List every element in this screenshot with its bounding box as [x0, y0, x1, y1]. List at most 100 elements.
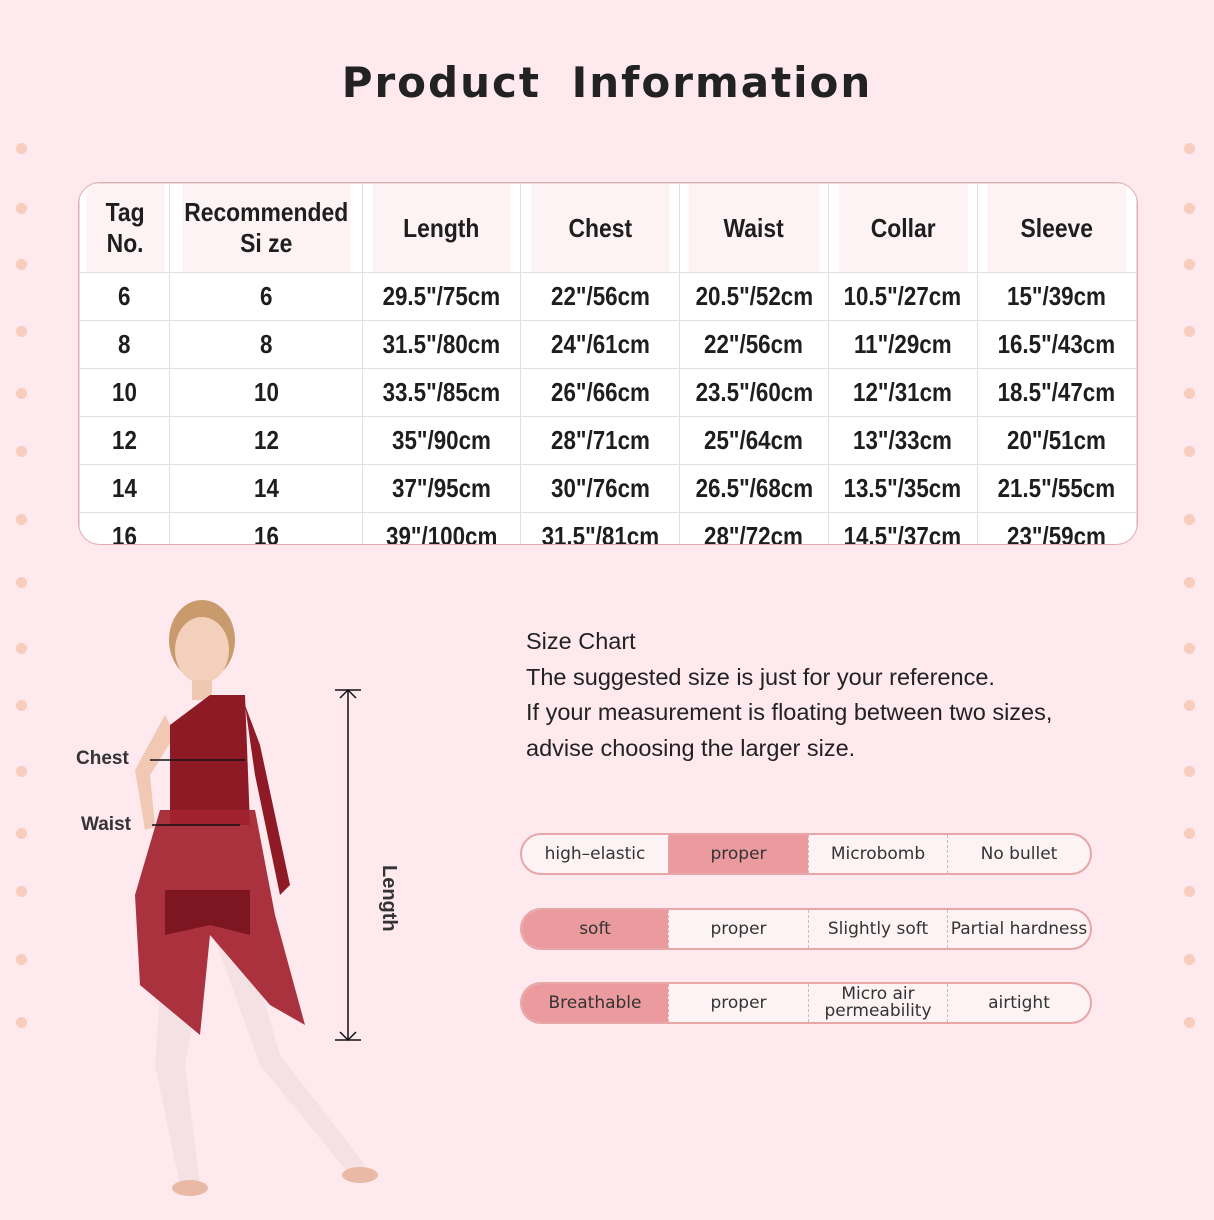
dot	[16, 203, 27, 214]
model-figure: Chest Waist Length	[60, 595, 400, 1220]
table-cell: 16	[79, 512, 171, 545]
table-header-row: Tag No. Recommended Si ze Length Chest Waist…	[80, 183, 1137, 273]
attribute-option: Microbomb	[808, 835, 947, 873]
cell-text: 22"/56cm	[704, 329, 804, 359]
table-cell: 23"/59cm	[976, 512, 1137, 545]
dot	[16, 766, 27, 777]
cell-text: 22"/56cm	[550, 281, 650, 311]
table-cell: 25"/64cm	[678, 416, 830, 465]
table-cell: 20"/51cm	[976, 416, 1137, 465]
cell-text: 16.5"/43cm	[997, 329, 1116, 359]
table-cell: 11"/29cm	[828, 320, 978, 369]
table-cell: 13"/33cm	[828, 416, 978, 465]
cell-text: 14.5"/37cm	[844, 521, 962, 545]
table-cell: 14.5"/37cm	[828, 512, 978, 545]
dot	[16, 828, 27, 839]
table-cell: 31.5"/80cm	[361, 320, 522, 369]
cell-text: 33.5"/85cm	[382, 377, 501, 407]
dot	[16, 700, 27, 711]
dot	[16, 643, 27, 654]
dot	[1184, 643, 1195, 654]
table-cell: 8	[79, 320, 171, 369]
table-cell: 14	[79, 464, 171, 513]
cell-text: 12"/31cm	[853, 377, 953, 407]
cell-text: 35"/90cm	[392, 425, 491, 455]
table-cell: 28"/72cm	[678, 512, 830, 545]
cell-text: 15"/39cm	[1007, 281, 1107, 311]
column-header: Tag No.	[84, 183, 165, 273]
table-cell: 20.5"/52cm	[678, 272, 830, 321]
cell-text: 11"/29cm	[853, 329, 952, 359]
length-label: Length	[378, 865, 400, 932]
cell-text: 39"/100cm	[385, 521, 498, 545]
cell-text: 20"/51cm	[1007, 425, 1107, 455]
table-cell: 16	[169, 512, 363, 545]
dot	[1184, 203, 1195, 214]
table-cell: 30"/76cm	[520, 464, 680, 513]
cell-text: 14	[112, 473, 138, 503]
dot	[1184, 446, 1195, 457]
table-cell: 8	[169, 320, 363, 369]
table-cell: 12"/31cm	[828, 368, 978, 417]
dot	[16, 1017, 27, 1028]
dot	[1184, 886, 1195, 897]
table-cell: 12	[169, 416, 363, 465]
table-cell: 23.5"/60cm	[678, 368, 830, 417]
column-header: Sleeve	[986, 183, 1128, 273]
column-header: Collar	[837, 183, 969, 273]
dot	[1184, 828, 1195, 839]
cell-text: 31.5"/81cm	[541, 521, 659, 545]
table-cell: 21.5"/55cm	[976, 464, 1137, 513]
cell-text: 16	[253, 521, 279, 545]
cell-text: 16	[112, 521, 138, 545]
table-cell: 13.5"/35cm	[828, 464, 978, 513]
cell-text: 10	[253, 377, 279, 407]
cell-text: 26.5"/68cm	[695, 473, 813, 503]
cell-text: 14	[253, 473, 279, 503]
table-row: 12 12 35"/90cm 28"/71cm 25"/64cm 13"/33cm 20"/…	[79, 416, 1137, 465]
dot	[16, 326, 27, 337]
dot	[16, 514, 27, 525]
size-chart-heading: Size Chart	[526, 628, 636, 654]
cell-text: 8	[259, 329, 273, 359]
cell-text: 37"/95cm	[392, 473, 491, 503]
attribute-option-selected: Breathable	[522, 984, 668, 1022]
column-header: Length	[371, 183, 512, 273]
table-cell: 29.5"/75cm	[361, 272, 522, 321]
attribute-option: proper	[668, 984, 808, 1022]
column-header: Chest	[529, 183, 671, 273]
cell-text: 28"/72cm	[704, 521, 804, 545]
chest-label: Chest	[76, 748, 129, 769]
dot	[1184, 700, 1195, 711]
table-row: 10 10 33.5"/85cm 26"/66cm 23.5"/60cm 12"/31cm…	[79, 368, 1137, 417]
cell-text: 23"/59cm	[1007, 521, 1107, 545]
dot	[1184, 514, 1195, 525]
table-row: 6 6 29.5"/75cm 22"/56cm 20.5"/52cm 10.5"/27cm…	[79, 272, 1137, 321]
attribute-option: Micro air permeability	[808, 984, 947, 1022]
attribute-option: Slightly soft	[808, 910, 947, 948]
dot	[1184, 326, 1195, 337]
note-line: The suggested size is just for your refe…	[526, 663, 995, 690]
cell-text: 21.5"/55cm	[997, 473, 1116, 503]
attribute-scale: soft proper Slightly soft Partial hardness	[520, 908, 1092, 950]
attribute-scale: Breathable proper Micro air permeability ai…	[520, 982, 1092, 1024]
table-cell: 12	[79, 416, 171, 465]
table-cell: 6	[169, 272, 363, 321]
column-header: Recommended Si ze	[180, 183, 352, 273]
cell-text: 6	[118, 281, 131, 311]
table-cell: 26"/66cm	[520, 368, 680, 417]
table-cell: 10.5"/27cm	[828, 272, 978, 321]
dot	[16, 954, 27, 965]
attribute-option: airtight	[947, 984, 1090, 1022]
table-cell: 18.5"/47cm	[976, 368, 1137, 417]
cell-text: 26"/66cm	[550, 377, 650, 407]
dot	[1184, 388, 1195, 399]
table-row: 14 14 37"/95cm 30"/76cm 26.5"/68cm 13.5"/35cm…	[79, 464, 1137, 513]
dot	[1184, 1017, 1195, 1028]
cell-text: 13.5"/35cm	[844, 473, 962, 503]
cell-text: 31.5"/80cm	[382, 329, 501, 359]
attribute-option: Partial hardness	[947, 910, 1090, 948]
dot	[1184, 143, 1195, 154]
attribute-option: high–elastic	[544, 843, 646, 864]
table-row: 8 8 31.5"/80cm 24"/61cm 22"/56cm 11"/29cm 16.5…	[79, 320, 1137, 369]
